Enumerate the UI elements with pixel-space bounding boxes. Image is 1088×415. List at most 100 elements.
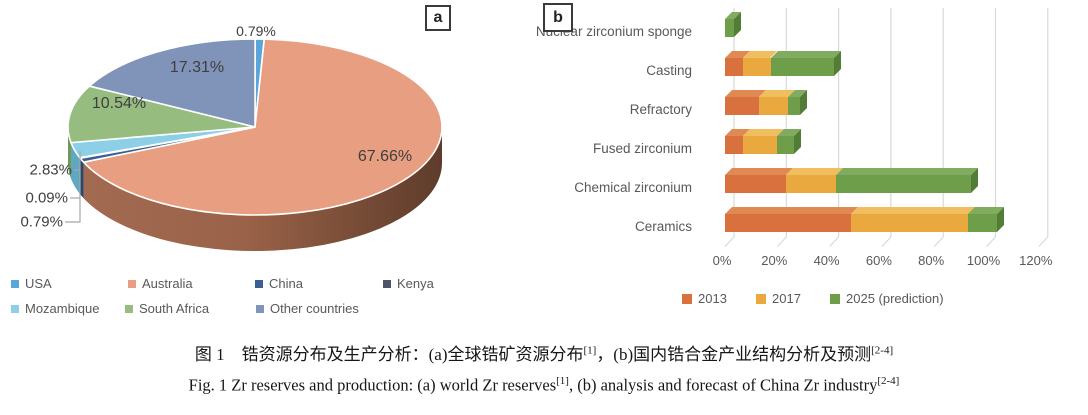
legend-swatch-south-africa bbox=[125, 304, 133, 313]
leader-china bbox=[65, 151, 81, 223]
category-label-fused-zirconium: Fused zirconium bbox=[592, 141, 692, 156]
legend-swatch-2013 bbox=[682, 293, 692, 304]
bar-segment-2013-chemical-zirconium bbox=[725, 175, 787, 193]
bar-top-2017-ceramics bbox=[850, 207, 976, 214]
pie-label-mozambique: 2.83% bbox=[29, 161, 72, 179]
legend-swatch-mozambique bbox=[11, 304, 19, 313]
gridline-foot-80% bbox=[933, 236, 944, 247]
x-tick-60%: 60% bbox=[865, 253, 892, 268]
bar-segment-2013-casting bbox=[725, 58, 744, 76]
bar-segment-2017-refractory bbox=[758, 97, 788, 115]
bar-top-2025-prediction-casting bbox=[770, 51, 841, 58]
legend-item-china: China bbox=[255, 276, 303, 291]
caption-en-mid: , (b) analysis and forecast of China Zr … bbox=[568, 375, 878, 395]
legend-label-2013: 2013 bbox=[698, 291, 727, 306]
caption-en-text: Fig. 1 Zr reserves and production: (a) w… bbox=[188, 375, 557, 395]
pie-label-usa: 0.79% bbox=[236, 23, 276, 39]
legend-label-mozambique: Mozambique bbox=[25, 301, 100, 316]
legend-label-other-countries: Other countries bbox=[270, 301, 359, 316]
pie-slice-other-countries bbox=[88, 38, 256, 128]
caption-chinese: 图 1 锆资源分布及生产分析：(a)全球锆矿资源分布[1]，(b)国内锆合金产业… bbox=[0, 340, 1088, 365]
pie-chart-panel: 0.79% 17.31% 10.54% 67.66% 2.83% 0.09% 0.79% U… bbox=[0, 0, 510, 335]
gridline-foot-120% bbox=[1038, 236, 1049, 247]
pie-label-other-countries: 17.31% bbox=[169, 59, 225, 76]
legend-item-mozambique: Mozambique bbox=[11, 301, 99, 316]
legend-label-kenya: Kenya bbox=[397, 276, 434, 291]
pie-slice-south-africa bbox=[67, 85, 256, 144]
bar-segment-2013-fused-zirconium bbox=[725, 136, 744, 154]
caption-zh-mid: ，(b)国内锆合金产业结构分析及预测 bbox=[596, 345, 872, 364]
bar-top-2013-ceramics bbox=[725, 207, 858, 214]
bar-segment-2017-casting bbox=[743, 58, 771, 76]
legend-item-south-africa: South Africa bbox=[125, 301, 209, 316]
pie-slice-australia bbox=[82, 38, 443, 216]
legend-swatch-australia bbox=[128, 279, 136, 288]
caption-en-ref1: [1] bbox=[556, 375, 569, 387]
bar-segment-2025-prediction-fused-zirconium bbox=[777, 136, 795, 154]
bar-segment-2025-prediction-ceramics bbox=[968, 214, 997, 232]
legend-item-2013: 2013 bbox=[682, 291, 727, 306]
bar-segment-2017-fused-zirconium bbox=[743, 136, 778, 154]
legend-label-china: China bbox=[269, 276, 303, 291]
x-tick-40%: 40% bbox=[813, 253, 840, 268]
x-tick-80%: 80% bbox=[918, 253, 945, 268]
legend-swatch-china bbox=[255, 279, 263, 288]
x-tick-120%: 120% bbox=[1019, 253, 1053, 268]
pie-label-south-africa: 10.54% bbox=[91, 95, 147, 112]
legend-item-other-countries: Other countries bbox=[256, 301, 359, 316]
bar-segment-2013-refractory bbox=[725, 97, 759, 115]
gridline-foot-60% bbox=[881, 236, 892, 247]
caption-zh-ref1: [1] bbox=[583, 344, 597, 357]
bar-segment-2025-prediction-refractory bbox=[787, 97, 800, 115]
gridline-foot-20% bbox=[776, 236, 787, 247]
bar-segment-2017-chemical-zirconium bbox=[786, 175, 837, 193]
pie-label-china: 0.79% bbox=[20, 213, 63, 231]
caption-zh-text: 图 1 锆资源分布及生产分析：(a)全球锆矿资源分布 bbox=[194, 345, 584, 364]
category-label-nuclear-zirconium-sponge: Nuclear zirconium sponge bbox=[535, 24, 692, 39]
legend-item-kenya: Kenya bbox=[383, 276, 434, 291]
pie-label-australia: 67.66% bbox=[357, 148, 413, 165]
panel-label-a: a bbox=[425, 5, 451, 31]
legend-swatch-kenya bbox=[383, 279, 391, 288]
pie-3d-chart bbox=[65, 38, 443, 252]
category-label-ceramics: Ceramics bbox=[634, 219, 692, 234]
category-label-refractory: Refractory bbox=[629, 102, 692, 117]
pie-side-australia bbox=[83, 127, 442, 252]
gridline-foot-100% bbox=[986, 236, 996, 247]
legend-label-australia: Australia bbox=[142, 276, 193, 291]
legend-label-south-africa: South Africa bbox=[139, 301, 210, 316]
x-tick-20%: 20% bbox=[761, 253, 788, 268]
gridline-foot-40% bbox=[829, 236, 840, 247]
legend-swatch-2025-prediction bbox=[830, 293, 840, 304]
caption-zh-ref2: [2-4] bbox=[871, 344, 894, 357]
bar-top-2013-chemical-zirconium bbox=[725, 168, 794, 175]
bar-chart-panel: Nuclear zirconium sponge Casting Refractor… bbox=[510, 0, 1088, 335]
legend-swatch-other-countries bbox=[256, 304, 264, 313]
legend-swatch-2017 bbox=[756, 293, 766, 304]
pie-side-south-africa bbox=[68, 127, 71, 179]
legend-label-usa: USA bbox=[25, 276, 52, 291]
bar-top-2025-prediction-chemical-zirconium bbox=[836, 168, 978, 175]
category-label-casting: Casting bbox=[646, 63, 692, 78]
legend-swatch-usa bbox=[11, 279, 19, 288]
x-tick-100%: 100% bbox=[966, 253, 1001, 268]
x-tick-0%: 0% bbox=[712, 253, 732, 268]
bar-segment-2025-prediction-nuclear-zirconium-sponge bbox=[725, 19, 735, 37]
gridline-foot-0% bbox=[724, 236, 735, 247]
legend-label-2025-prediction: 2025 (prediction) bbox=[846, 291, 944, 306]
legend-item-2025-prediction: 2025 (prediction) bbox=[830, 291, 944, 306]
legend-item-australia: Australia bbox=[128, 276, 193, 291]
bar-top-2017-chemical-zirconium bbox=[786, 168, 844, 175]
legend-item-2017: 2017 bbox=[756, 291, 801, 306]
caption-en-ref2: [2-4] bbox=[877, 375, 900, 387]
caption-english: Fig. 1 Zr reserves and production: (a) w… bbox=[0, 375, 1088, 396]
legend-item-usa: USA bbox=[11, 276, 52, 291]
bar-segment-2017-ceramics bbox=[850, 214, 969, 232]
pie-label-kenya: 0.09% bbox=[25, 189, 68, 207]
panel-label-b: b bbox=[543, 3, 573, 32]
legend-label-2017: 2017 bbox=[772, 291, 801, 306]
bar-segment-2013-ceramics bbox=[725, 214, 851, 232]
bar-segment-2025-prediction-casting bbox=[770, 58, 834, 76]
bar-segment-2025-prediction-chemical-zirconium bbox=[836, 175, 971, 193]
